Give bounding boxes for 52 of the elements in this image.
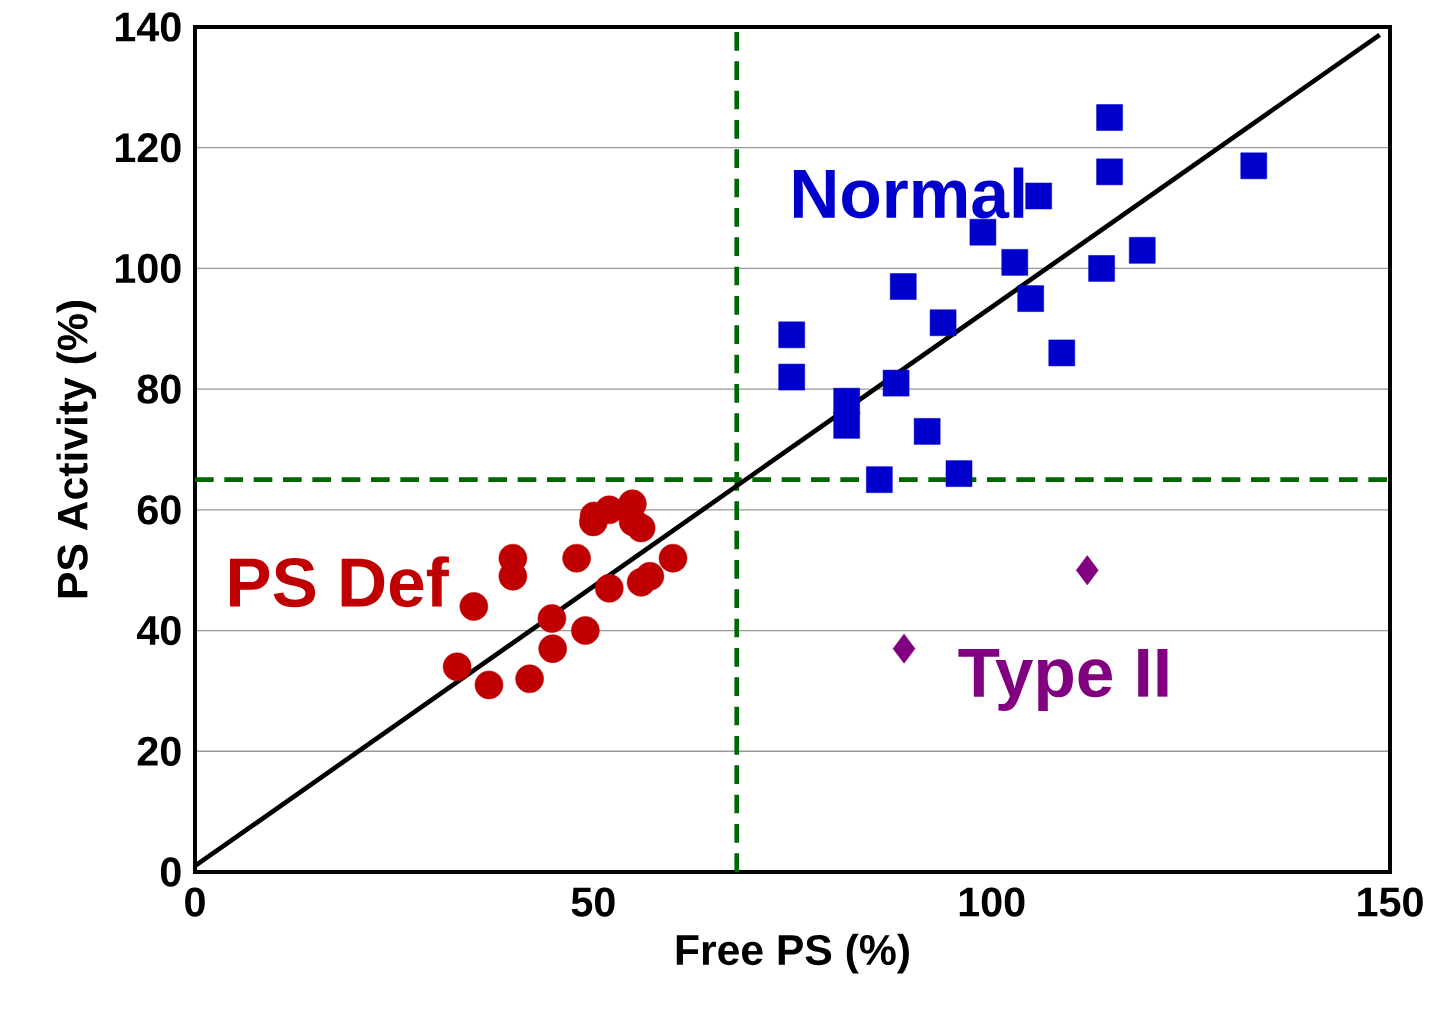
point [913, 418, 941, 445]
point [892, 633, 916, 664]
point [635, 561, 665, 591]
legend-label: PS Def [230, 556, 449, 608]
point [658, 543, 688, 573]
point [595, 574, 624, 603]
point [595, 495, 624, 525]
point [1048, 339, 1076, 367]
y-tick-label: 40 [136, 615, 181, 646]
point [1025, 182, 1052, 210]
point [1017, 285, 1044, 312]
y-axis-title: PS Activity (%) [56, 301, 97, 598]
point [538, 634, 567, 663]
point [515, 664, 544, 694]
point [1096, 158, 1123, 186]
point [945, 460, 973, 487]
point [929, 309, 957, 337]
y-tick-label: 60 [137, 495, 181, 525]
y-tick-label: 140 [115, 12, 181, 42]
x-tick-label: 150 [1358, 887, 1423, 917]
point [626, 513, 656, 543]
point [1076, 555, 1099, 586]
y-tick-label: 0 [160, 857, 181, 887]
y-tick-label: 100 [115, 253, 181, 284]
series-label: Normal [793, 167, 1024, 219]
x-tick-label: 0 [185, 887, 205, 917]
point [571, 616, 600, 645]
point [1128, 237, 1156, 264]
point [778, 363, 805, 391]
point [866, 466, 893, 493]
point [1096, 104, 1123, 131]
point [1001, 249, 1029, 276]
x-tick-label: 100 [959, 887, 1025, 917]
point [1240, 152, 1268, 180]
point [833, 387, 860, 415]
point [474, 670, 504, 700]
point [969, 218, 997, 246]
point [778, 321, 805, 349]
point [459, 592, 489, 621]
point [442, 652, 472, 682]
point [882, 369, 910, 397]
point [1088, 255, 1115, 282]
point [889, 273, 917, 300]
point [562, 543, 591, 573]
x-axis-title: Free PS (%) [676, 933, 909, 974]
point [833, 412, 860, 439]
y-tick-label: 80 [137, 374, 181, 404]
series-label: Type II [958, 648, 1168, 712]
point [537, 604, 567, 633]
y-tick-label: 120 [115, 133, 181, 163]
x-tick-label: 50 [571, 887, 615, 917]
y-tick-label: 20 [137, 736, 181, 766]
